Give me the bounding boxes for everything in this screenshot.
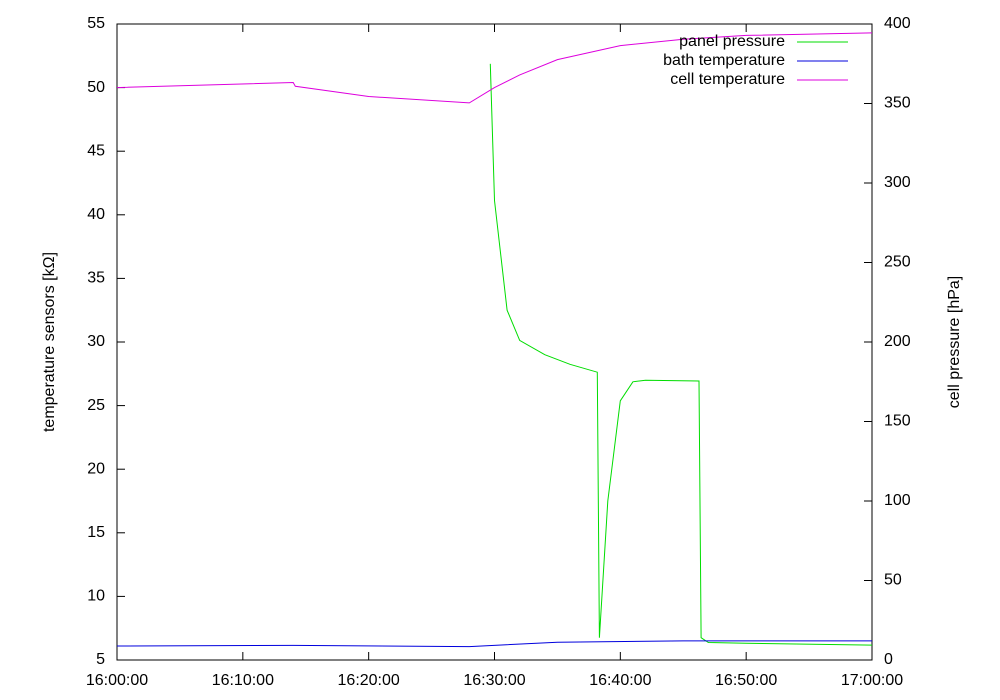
y-tick-label: 30 [87,333,105,350]
x-tick-label: 16:50:00 [715,672,777,689]
x-tick-label: 16:30:00 [463,672,525,689]
plot-frame [116,23,873,661]
y2-tick-label: 400 [884,15,911,32]
y2-tick-label: 0 [884,651,893,668]
y2-tick-label: 350 [884,95,911,112]
y-tick-label: 50 [87,79,105,96]
y-tick-label: 35 [87,270,105,287]
y-tick-label: 45 [87,142,105,159]
y2-tick-label: 150 [884,413,911,430]
y2-tick-label: 300 [884,174,911,191]
y-tick-label: 40 [87,206,105,223]
y2-tick-label: 200 [884,333,911,350]
y-tick-label: 55 [87,15,105,32]
series-line [116,32,873,104]
x-tick-label: 16:00:00 [86,672,148,689]
y-tick-label: 10 [87,588,105,605]
legend-label: cell temperature [670,71,785,88]
y-axis-label: temperature sensors [kΩ] [41,252,58,432]
y2-tick-label: 100 [884,492,911,509]
y2-tick-label: 50 [884,572,902,589]
y2-axis-label: cell pressure [hPa] [946,276,963,409]
x-tick-label: 16:10:00 [212,672,274,689]
series-line [489,63,873,646]
legend-label: bath temperature [663,52,785,69]
y2-tick-label: 250 [884,254,911,271]
x-tick-label: 16:20:00 [338,672,400,689]
y-tick-label: 25 [87,397,105,414]
legend-label: panel pressure [679,33,785,50]
series-line [116,640,872,648]
y-tick-label: 5 [96,651,105,668]
y-tick-label: 15 [87,524,105,541]
y-tick-label: 20 [87,460,105,477]
x-tick-label: 16:40:00 [589,672,651,689]
x-tick-label: 17:00:00 [841,672,903,689]
